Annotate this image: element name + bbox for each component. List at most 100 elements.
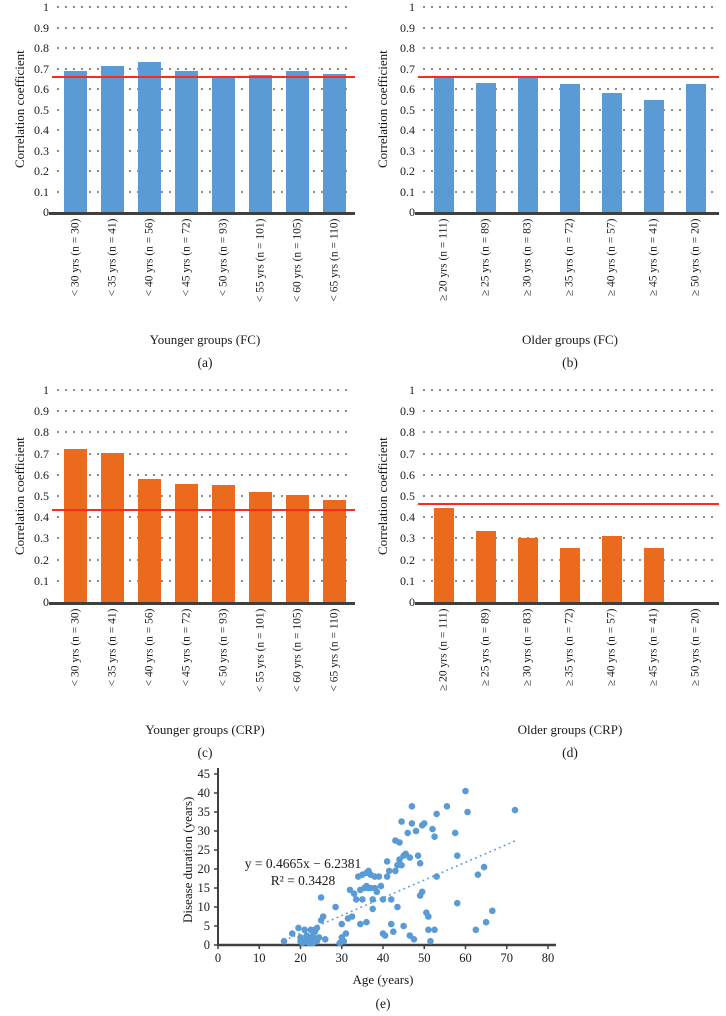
gridline: [423, 431, 717, 434]
data-point: [321, 936, 329, 943]
data-point: [408, 820, 416, 827]
gridline: [423, 67, 717, 70]
category-label: < 60 yrs (n = 105): [291, 608, 303, 692]
y-tick-label: 0.1: [400, 184, 415, 199]
gridline: [423, 473, 717, 476]
bar: [138, 479, 161, 602]
data-point: [433, 873, 440, 880]
panel-a: Correlation coefficient Younger groups (…: [0, 0, 363, 378]
x-axis-title: Older groups (FC): [521, 332, 619, 347]
y-tick-label: 0.4: [34, 123, 49, 137]
y-tick-label: 30: [198, 824, 211, 838]
category-label: ≥ 30 yrs (n = 83): [521, 608, 534, 686]
category-label: < 65 yrs (n = 110): [328, 608, 340, 692]
bar: [286, 70, 309, 212]
category-label: < 30 yrs (n = 30): [69, 218, 81, 296]
panel-caption: (b): [562, 355, 578, 370]
data-point: [398, 861, 405, 869]
category-label: ≥ 50 yrs (n = 20): [689, 608, 702, 686]
bar: [249, 74, 272, 212]
gridline: [57, 108, 353, 111]
data-point: [340, 937, 348, 945]
data-point: [280, 937, 288, 945]
bar: [175, 70, 198, 212]
plot-area: [418, 6, 719, 212]
data-point: [511, 806, 519, 814]
data-point: [433, 810, 440, 818]
y-tick-label: 5: [204, 919, 210, 933]
x-axis-title: Younger groups (CRP): [145, 722, 265, 737]
bar: [64, 70, 87, 212]
x-axis-line: [415, 602, 719, 605]
y-tick-label: 0.8: [400, 41, 415, 55]
data-point: [431, 926, 438, 934]
data-point: [420, 820, 428, 827]
gridline: [57, 516, 353, 519]
data-point: [414, 852, 422, 859]
reference-line: [418, 503, 719, 506]
y-tick-label: 0.1: [400, 573, 415, 588]
gridline: [57, 558, 353, 561]
scatter-plot: 0 10 20 30 40 50 60 70 80 0 5 10 15 20 25 30 35 40 45 y = 0…: [198, 767, 556, 965]
category-label: ≥ 25 yrs (n = 89): [479, 218, 492, 296]
bar: [64, 449, 87, 602]
x-axis-line: [49, 212, 355, 215]
y-tick-label: 0.6: [400, 82, 415, 96]
bar: [476, 82, 496, 212]
y-tick-label: 0.4: [400, 123, 415, 137]
y-tick-label: 0.8: [34, 41, 49, 55]
bar: [101, 452, 124, 602]
y-tick-label: 0.5: [400, 489, 415, 503]
data-point: [369, 896, 376, 903]
y-tick-label: 25: [198, 843, 211, 857]
x-tick-label: 80: [542, 951, 555, 965]
gridline: [57, 6, 353, 8]
y-tick-label: 0.8: [34, 425, 49, 440]
gridline: [423, 516, 717, 519]
gridline: [423, 26, 717, 29]
trendline: [283, 839, 518, 942]
gridline: [57, 473, 353, 476]
bar: [101, 66, 124, 212]
y-tick-label: 0.9: [34, 404, 49, 419]
bar: [518, 76, 538, 212]
x-tick-label: 20: [294, 951, 307, 965]
panel-e: Disease duration (years) Age (years) (e)…: [140, 756, 600, 1016]
r-squared-value: R² = 0.3428: [271, 873, 336, 888]
y-tick-label: 1: [409, 383, 415, 397]
category-label: ≥ 40 yrs (n = 57): [605, 608, 618, 686]
y-tick-label: 1: [409, 0, 415, 14]
y-tick-label: 0: [409, 205, 415, 219]
reference-line: [52, 508, 355, 511]
bar: [476, 530, 496, 602]
data-point: [416, 860, 424, 867]
data-point: [462, 787, 469, 795]
data-point: [383, 873, 391, 880]
category-label: ≥ 25 yrs (n = 89): [479, 608, 492, 686]
gridline: [57, 88, 353, 90]
gridline: [423, 537, 717, 540]
x-axis-title: Younger groups (FC): [149, 332, 261, 347]
x-axis-title: Age (years): [352, 972, 414, 987]
x-tick-label: 0: [215, 951, 221, 965]
y-tick-label: 0.2: [34, 552, 49, 567]
data-point: [489, 907, 496, 915]
y-tick-label: 0.7: [34, 61, 49, 76]
data-point: [295, 924, 302, 932]
data-point: [472, 926, 480, 934]
data-point: [363, 918, 370, 926]
x-tick-label: 50: [418, 951, 431, 965]
reference-line: [52, 75, 355, 78]
x-tick-label: 70: [501, 951, 514, 965]
y-tick-label: 1: [43, 0, 49, 14]
category-label: < 60 yrs (n = 105): [291, 218, 303, 302]
gridline: [57, 170, 353, 172]
data-point: [348, 913, 356, 920]
data-point: [406, 854, 414, 861]
x-tick-label: 40: [377, 951, 390, 965]
data-point: [377, 882, 385, 890]
data-point: [474, 871, 482, 878]
bar: [434, 507, 454, 602]
bar: [175, 484, 198, 602]
data-point: [410, 936, 418, 943]
